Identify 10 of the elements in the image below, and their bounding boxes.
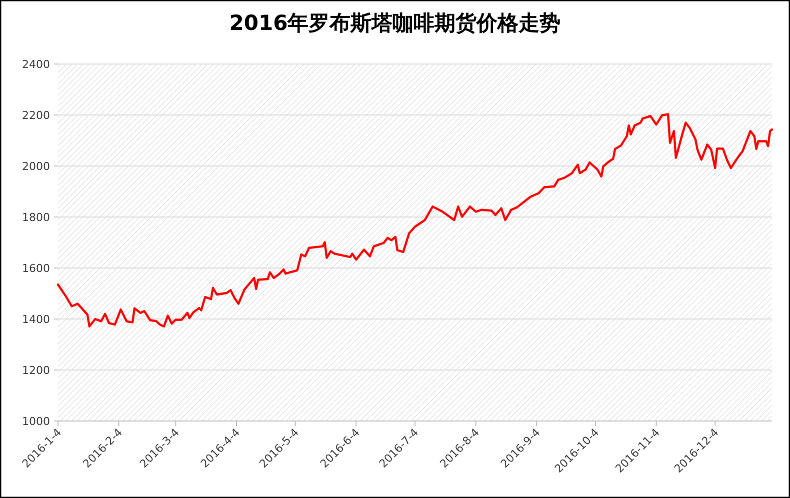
chart-title: 2016年罗布斯塔咖啡期货价格走势 [229,11,561,35]
y-tick-label: 1400 [22,313,50,326]
y-tick-label: 2000 [22,160,50,173]
y-tick-label: 1800 [22,211,50,224]
y-tick-label: 1000 [22,415,50,428]
line-series [56,113,774,328]
y-tick-label: 2400 [22,58,50,71]
y-tick-label: 1600 [22,262,50,275]
y-tick-label: 1200 [22,364,50,377]
y-tick-label: 2200 [22,109,50,122]
